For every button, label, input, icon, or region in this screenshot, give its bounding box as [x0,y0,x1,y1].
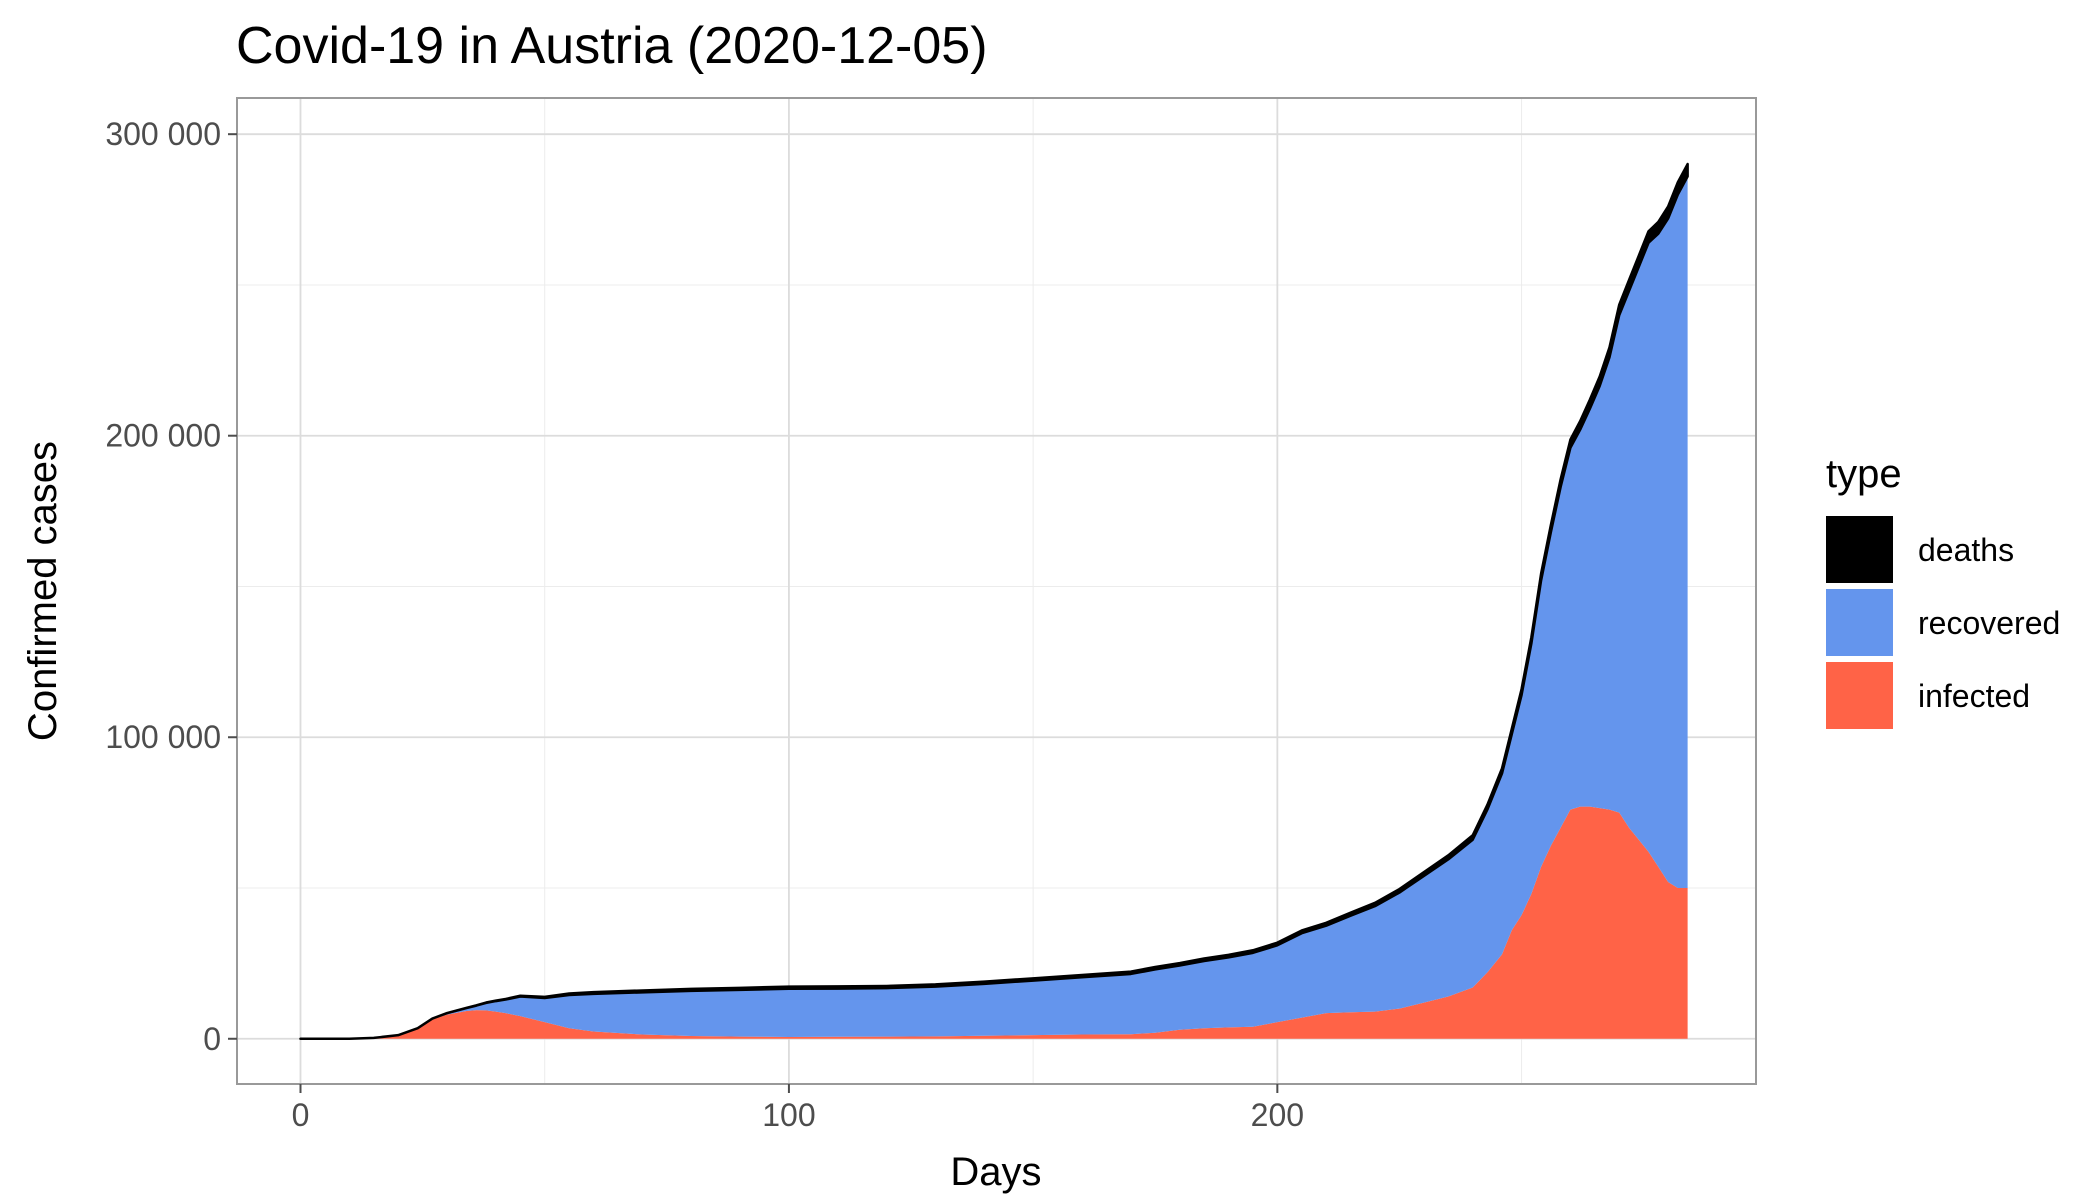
x-axis-ticks: 0 100 200 [292,1084,1304,1133]
y-tick-label: 300 000 [105,116,221,152]
x-axis-title: Days [950,1150,1041,1194]
y-tick-label: 0 [203,1021,221,1057]
legend: type deaths recovered infected [1826,452,2060,729]
deaths-area [299,162,1689,1041]
x-tick-label: 200 [1251,1097,1304,1133]
y-axis-title: Confirmed cases [21,441,65,741]
chart-title: Covid-19 in Austria (2020-12-05) [236,17,988,75]
recovered-area [300,176,1688,1039]
legend-label-infected: infected [1918,678,2030,714]
legend-items: deaths recovered infected [1826,516,2060,729]
legend-key-deaths [1826,516,1893,583]
infected-area [300,806,1688,1039]
legend-label-deaths: deaths [1918,532,2014,568]
x-tick-label: 100 [762,1097,815,1133]
legend-key-recovered [1826,589,1893,656]
legend-key-infected [1826,662,1893,729]
stacked-areas [299,162,1689,1041]
x-tick-label: 0 [292,1097,310,1133]
plot-panel-border [236,97,1757,1085]
legend-title: type [1826,452,1902,496]
y-tick-label: 200 000 [105,418,221,454]
legend-label-recovered: recovered [1918,605,2060,641]
y-axis-ticks: 0 100 000 200 000 300 000 [105,116,237,1057]
y-tick-label: 100 000 [105,719,221,755]
